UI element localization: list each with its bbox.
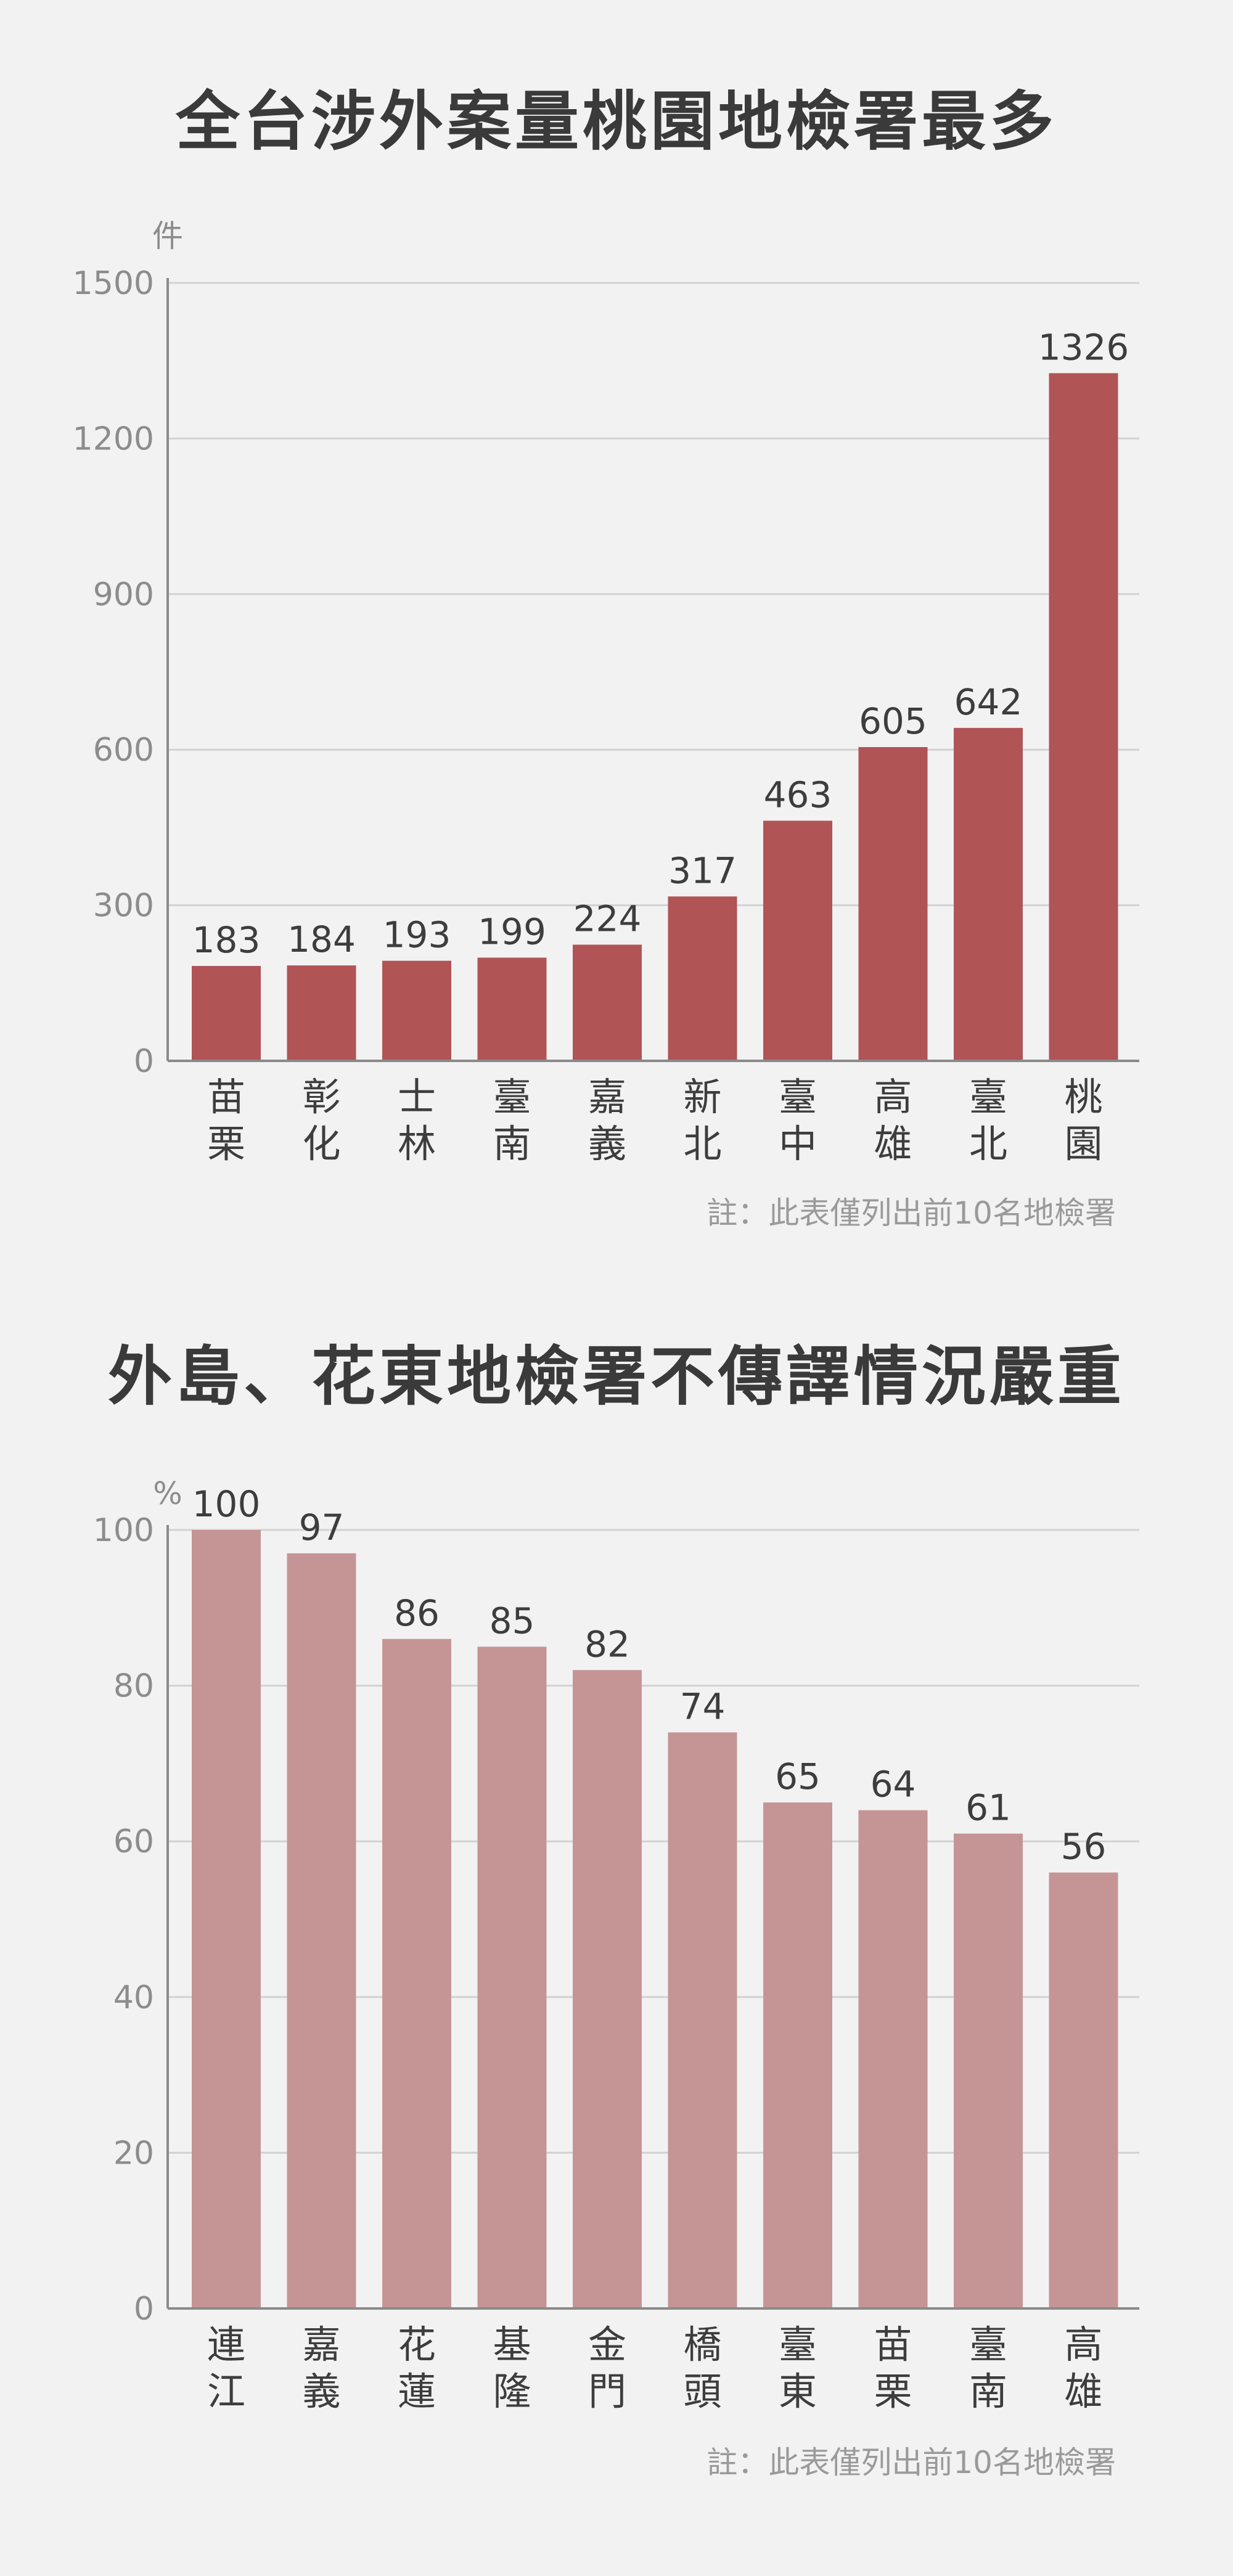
chart-2-y-tick-label: 20 (113, 2135, 154, 2172)
chart-2-footnote: 註：此表僅列出前10名地檢署 (707, 2445, 1116, 2480)
chart-2-bar-3 (382, 1638, 451, 2308)
chart-2-value-label-10: 56 (1061, 1826, 1107, 1868)
chart-2-title: 外島、花東地檢署不傳譯情況嚴重 (107, 1339, 1125, 1414)
chart-2-category-label-1: 連江 (207, 2322, 245, 2414)
chart-1-category-label-2: 彰化 (302, 1074, 340, 1166)
chart-2-category-label-8: 苗栗 (874, 2322, 912, 2414)
chart-1-y-tick-label: 0 (134, 1043, 154, 1080)
chart-2-category-label-5: 金門 (588, 2322, 626, 2414)
chart-1-y-tick-label: 1200 (73, 420, 154, 457)
chart-1-y-tick-label: 900 (93, 576, 154, 613)
chart-2-category-label-7: 臺東 (779, 2322, 817, 2414)
chart-2-value-label-7: 65 (775, 1756, 821, 1797)
chart-1-category-label-4: 臺南 (493, 1074, 531, 1166)
chart-2-y-tick-label: 100 (93, 1512, 154, 1549)
chart-1-bar-1 (192, 966, 261, 1061)
chart-1-value-label-8: 605 (859, 700, 927, 742)
chart-2-value-label-5: 82 (584, 1623, 630, 1665)
chart-1-bar-9 (954, 727, 1023, 1061)
chart-2-bar-6 (668, 1732, 737, 2308)
chart-2-value-label-1: 100 (192, 1483, 261, 1525)
chart-2-bar-4 (477, 1646, 547, 2308)
chart-1-y-tick-label: 1500 (73, 265, 154, 302)
chart-2-value-label-8: 64 (870, 1764, 916, 1805)
chart-2-value-label-4: 85 (490, 1600, 535, 1642)
chart-1-value-label-4: 199 (478, 911, 546, 953)
chart-1-bar-5 (573, 944, 642, 1061)
chart-2-y-tick-label: 0 (134, 2291, 154, 2328)
chart-2-value-label-9: 61 (965, 1787, 1011, 1829)
chart-2-category-label-9: 臺南 (969, 2322, 1007, 2414)
chart-1-title: 全台涉外案量桃園地檢署最多 (175, 84, 1057, 159)
chart-2-y-tick-label: 60 (113, 1823, 154, 1860)
chart-1-bar-3 (382, 960, 451, 1061)
chart-2-bar-2 (287, 1553, 356, 2308)
chart-1-bar-8 (858, 746, 928, 1061)
chart-2-bar-5 (573, 1670, 642, 2308)
chart-1-category-label-7: 臺中 (779, 1074, 817, 1166)
chart-2-value-label-2: 97 (299, 1507, 345, 1548)
chart-2-category-label-3: 花蓮 (398, 2322, 436, 2414)
chart-1-value-label-10: 1326 (1038, 326, 1129, 368)
chart-1-value-label-9: 642 (954, 681, 1023, 723)
chart-1-bar-chart: 0 300 600 900 1200 1500 件 183 苗栗 184 彰化 193 士林 199 臺南 2… (73, 218, 1139, 1166)
chart-2-bar-7 (763, 1802, 832, 2308)
chart-1-unit-label: 件 (152, 218, 183, 254)
chart-1-category-label-10: 桃園 (1064, 1074, 1102, 1166)
chart-2-category-label-6: 橋頭 (683, 2322, 721, 2414)
chart-1-category-label-9: 臺北 (969, 1074, 1007, 1166)
chart-2-y-tick-label: 80 (113, 1668, 154, 1705)
chart-1-bar-10 (1049, 373, 1118, 1061)
chart-2-bar-1 (192, 1530, 261, 2308)
chart-1-category-label-1: 苗栗 (207, 1074, 245, 1166)
chart-1-category-label-3: 士林 (398, 1074, 436, 1166)
chart-1-bar-6 (668, 896, 737, 1061)
chart-1-value-label-7: 463 (764, 774, 832, 816)
chart-2-y-tick-label: 40 (113, 1979, 154, 2016)
chart-1-bar-4 (477, 957, 547, 1061)
chart-1-value-label-5: 224 (573, 898, 642, 940)
chart-1-value-label-3: 193 (383, 914, 451, 956)
chart-2-category-label-2: 嘉義 (302, 2322, 340, 2414)
chart-2-value-label-3: 86 (394, 1592, 440, 1634)
chart-1-y-tick-label: 300 (93, 888, 154, 925)
chart-1-bar-2 (287, 965, 356, 1061)
chart-1-category-label-6: 新北 (683, 1074, 721, 1166)
chart-2-bar-10 (1049, 1872, 1118, 2308)
chart-1-value-label-1: 183 (192, 919, 261, 961)
chart-2-category-label-10: 高雄 (1064, 2322, 1102, 2414)
chart-2-unit-label: % (153, 1476, 182, 1511)
chart-1-category-label-5: 嘉義 (588, 1074, 626, 1166)
chart-2-bar-8 (858, 1810, 928, 2308)
chart-1-y-tick-label: 600 (93, 732, 154, 769)
chart-2-value-label-6: 74 (680, 1685, 726, 1727)
chart-1-bar-7 (763, 820, 832, 1061)
chart-2-category-label-4: 基隆 (493, 2322, 531, 2414)
chart-1-value-label-2: 184 (287, 918, 356, 960)
chart-1-category-label-8: 高雄 (874, 1074, 912, 1166)
chart-1-footnote: 註：此表僅列出前10名地檢署 (707, 1195, 1116, 1231)
chart-2-bar-9 (954, 1833, 1023, 2308)
chart-1-value-label-6: 317 (668, 849, 737, 891)
